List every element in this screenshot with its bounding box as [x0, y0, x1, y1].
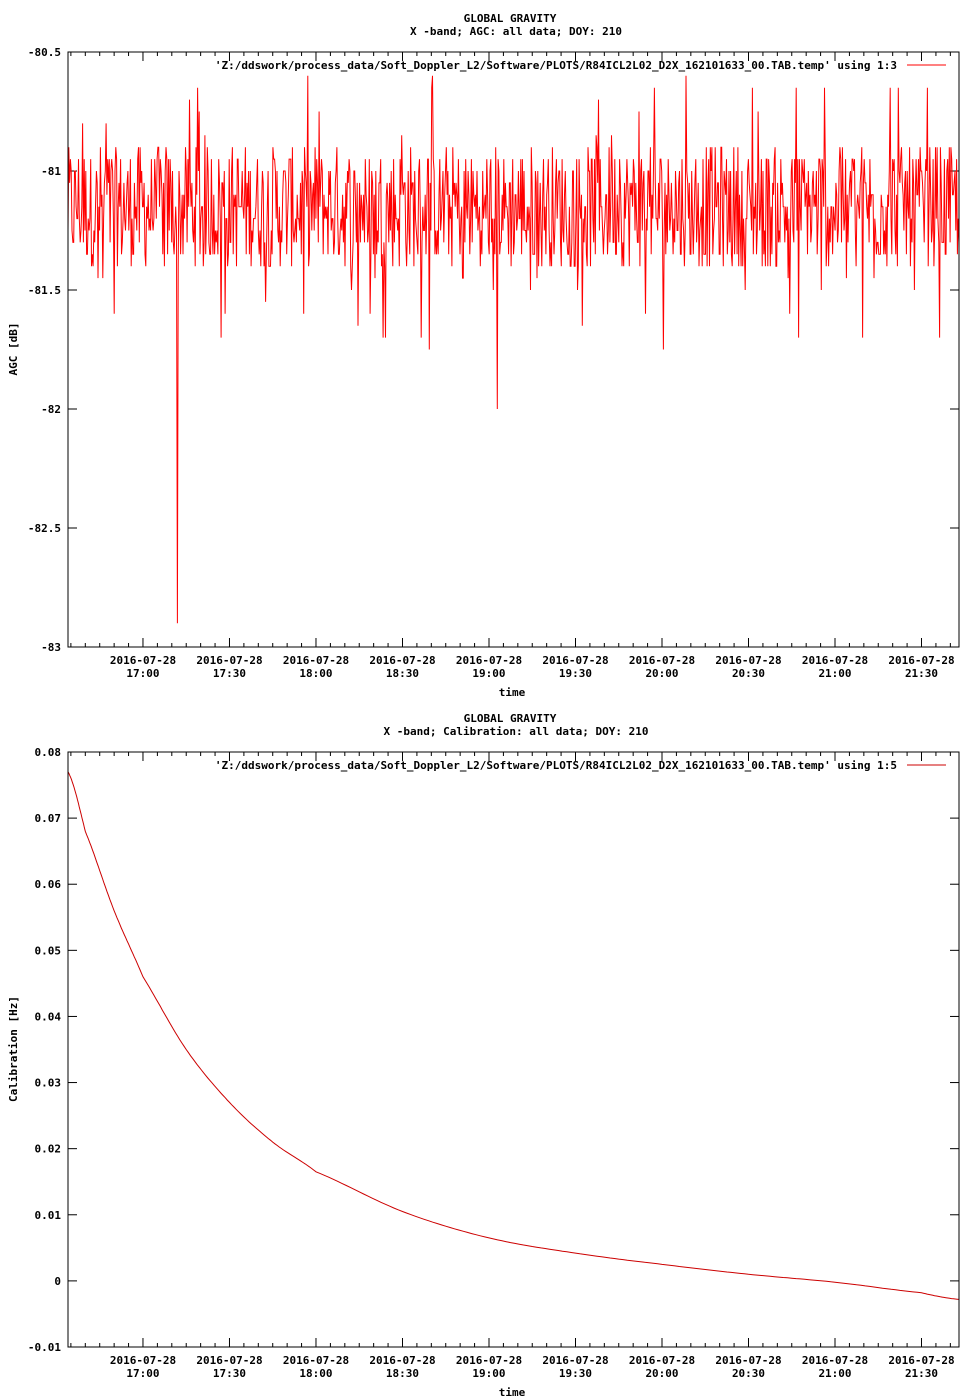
x-ticks: 2016-07-2817:002016-07-2817:302016-07-28… [70, 752, 955, 1380]
x-tick-time-label: 20:30 [732, 1367, 765, 1380]
y-tick-label: -81.5 [28, 284, 61, 297]
x-tick-time-label: 18:00 [299, 667, 332, 680]
legend-label: 'Z:/ddswork/process_data/Soft_Doppler_L2… [215, 59, 897, 72]
x-tick-time-label: 18:30 [386, 667, 419, 680]
x-tick-date-label: 2016-07-28 [715, 654, 781, 667]
x-tick-time-label: 21:30 [905, 667, 938, 680]
x-tick-time-label: 21:30 [905, 1367, 938, 1380]
x-tick-date-label: 2016-07-28 [802, 1354, 868, 1367]
x-tick-date-label: 2016-07-28 [888, 1354, 954, 1367]
x-tick-time-label: 19:30 [559, 1367, 592, 1380]
x-tick-date-label: 2016-07-28 [196, 654, 262, 667]
y-tick-label: -82.5 [28, 522, 61, 535]
y-axis-label: AGC [dB] [7, 323, 20, 376]
y-tick-label: 0.02 [35, 1143, 62, 1156]
x-tick-date-label: 2016-07-28 [283, 654, 349, 667]
x-tick-date-label: 2016-07-28 [629, 1354, 695, 1367]
y-tick-label: -80.5 [28, 46, 61, 59]
x-tick-time-label: 18:30 [386, 1367, 419, 1380]
chart-subtitle: X -band; AGC: all data; DOY: 210 [410, 25, 622, 38]
x-tick-time-label: 19:00 [472, 1367, 505, 1380]
y-tick-label: -0.01 [28, 1341, 61, 1354]
y-ticks: 0.08 0.07 0.06 0.05 0.04 0.03 0.02 0.01 0 -0.01 [28, 746, 959, 1354]
x-tick-time-label: 18:00 [299, 1367, 332, 1380]
x-axis-label: time [499, 686, 526, 699]
calibration-chart: GLOBAL GRAVITY X -band; Calibration: all… [7, 712, 960, 1399]
x-tick-time-label: 19:30 [559, 667, 592, 680]
calibration-series-line [67, 771, 960, 1300]
y-tick-label: -83 [41, 641, 61, 654]
y-tick-label: 0.05 [35, 944, 62, 957]
x-axis-label: time [499, 1386, 526, 1399]
x-tick-time-label: 19:00 [472, 667, 505, 680]
x-tick-time-label: 20:00 [645, 667, 678, 680]
x-tick-date-label: 2016-07-28 [110, 654, 176, 667]
x-tick-time-label: 21:00 [818, 1367, 851, 1380]
chart-subtitle: X -band; Calibration: all data; DOY: 210 [384, 725, 649, 738]
x-tick-date-label: 2016-07-28 [888, 654, 954, 667]
x-tick-date-label: 2016-07-28 [283, 1354, 349, 1367]
x-ticks: 2016-07-2817:002016-07-2817:302016-07-28… [70, 52, 955, 680]
x-tick-date-label: 2016-07-28 [542, 654, 608, 667]
y-tick-label: 0 [54, 1275, 61, 1288]
x-tick-date-label: 2016-07-28 [369, 1354, 435, 1367]
x-tick-time-label: 20:30 [732, 667, 765, 680]
y-tick-label: -82 [41, 403, 61, 416]
x-tick-date-label: 2016-07-28 [110, 1354, 176, 1367]
x-tick-time-label: 17:30 [213, 1367, 246, 1380]
x-tick-date-label: 2016-07-28 [715, 1354, 781, 1367]
y-tick-label: 0.07 [35, 812, 62, 825]
agc-series-line [67, 75, 960, 624]
plot-frame [67, 751, 960, 1348]
plot-frame [67, 51, 960, 648]
y-tick-label: 0.04 [35, 1010, 62, 1023]
x-tick-date-label: 2016-07-28 [542, 1354, 608, 1367]
x-tick-time-label: 21:00 [818, 667, 851, 680]
x-tick-time-label: 17:00 [126, 1367, 159, 1380]
x-tick-date-label: 2016-07-28 [196, 1354, 262, 1367]
y-tick-label: 0.06 [35, 878, 62, 891]
y-tick-label: 0.01 [35, 1209, 62, 1222]
x-tick-time-label: 17:00 [126, 667, 159, 680]
x-tick-time-label: 17:30 [213, 667, 246, 680]
x-tick-time-label: 20:00 [645, 1367, 678, 1380]
legend-label: 'Z:/ddswork/process_data/Soft_Doppler_L2… [215, 759, 897, 772]
x-tick-date-label: 2016-07-28 [456, 1354, 522, 1367]
x-tick-date-label: 2016-07-28 [629, 654, 695, 667]
y-ticks: -80.5 -81 -81.5 -82 -82.5 -83 [28, 46, 959, 654]
y-tick-label: -81 [41, 165, 61, 178]
y-tick-label: 0.03 [35, 1077, 62, 1090]
x-tick-date-label: 2016-07-28 [802, 654, 868, 667]
series-line [67, 75, 960, 624]
agc-chart: GLOBAL GRAVITY X -band; AGC: all data; D… [7, 12, 960, 699]
x-tick-date-label: 2016-07-28 [369, 654, 435, 667]
chart-title: GLOBAL GRAVITY [464, 712, 557, 725]
x-tick-date-label: 2016-07-28 [456, 654, 522, 667]
series-line [67, 771, 960, 1300]
chart-title: GLOBAL GRAVITY [464, 12, 557, 25]
y-axis-label: Calibration [Hz] [7, 996, 20, 1102]
y-tick-label: 0.08 [35, 746, 62, 759]
